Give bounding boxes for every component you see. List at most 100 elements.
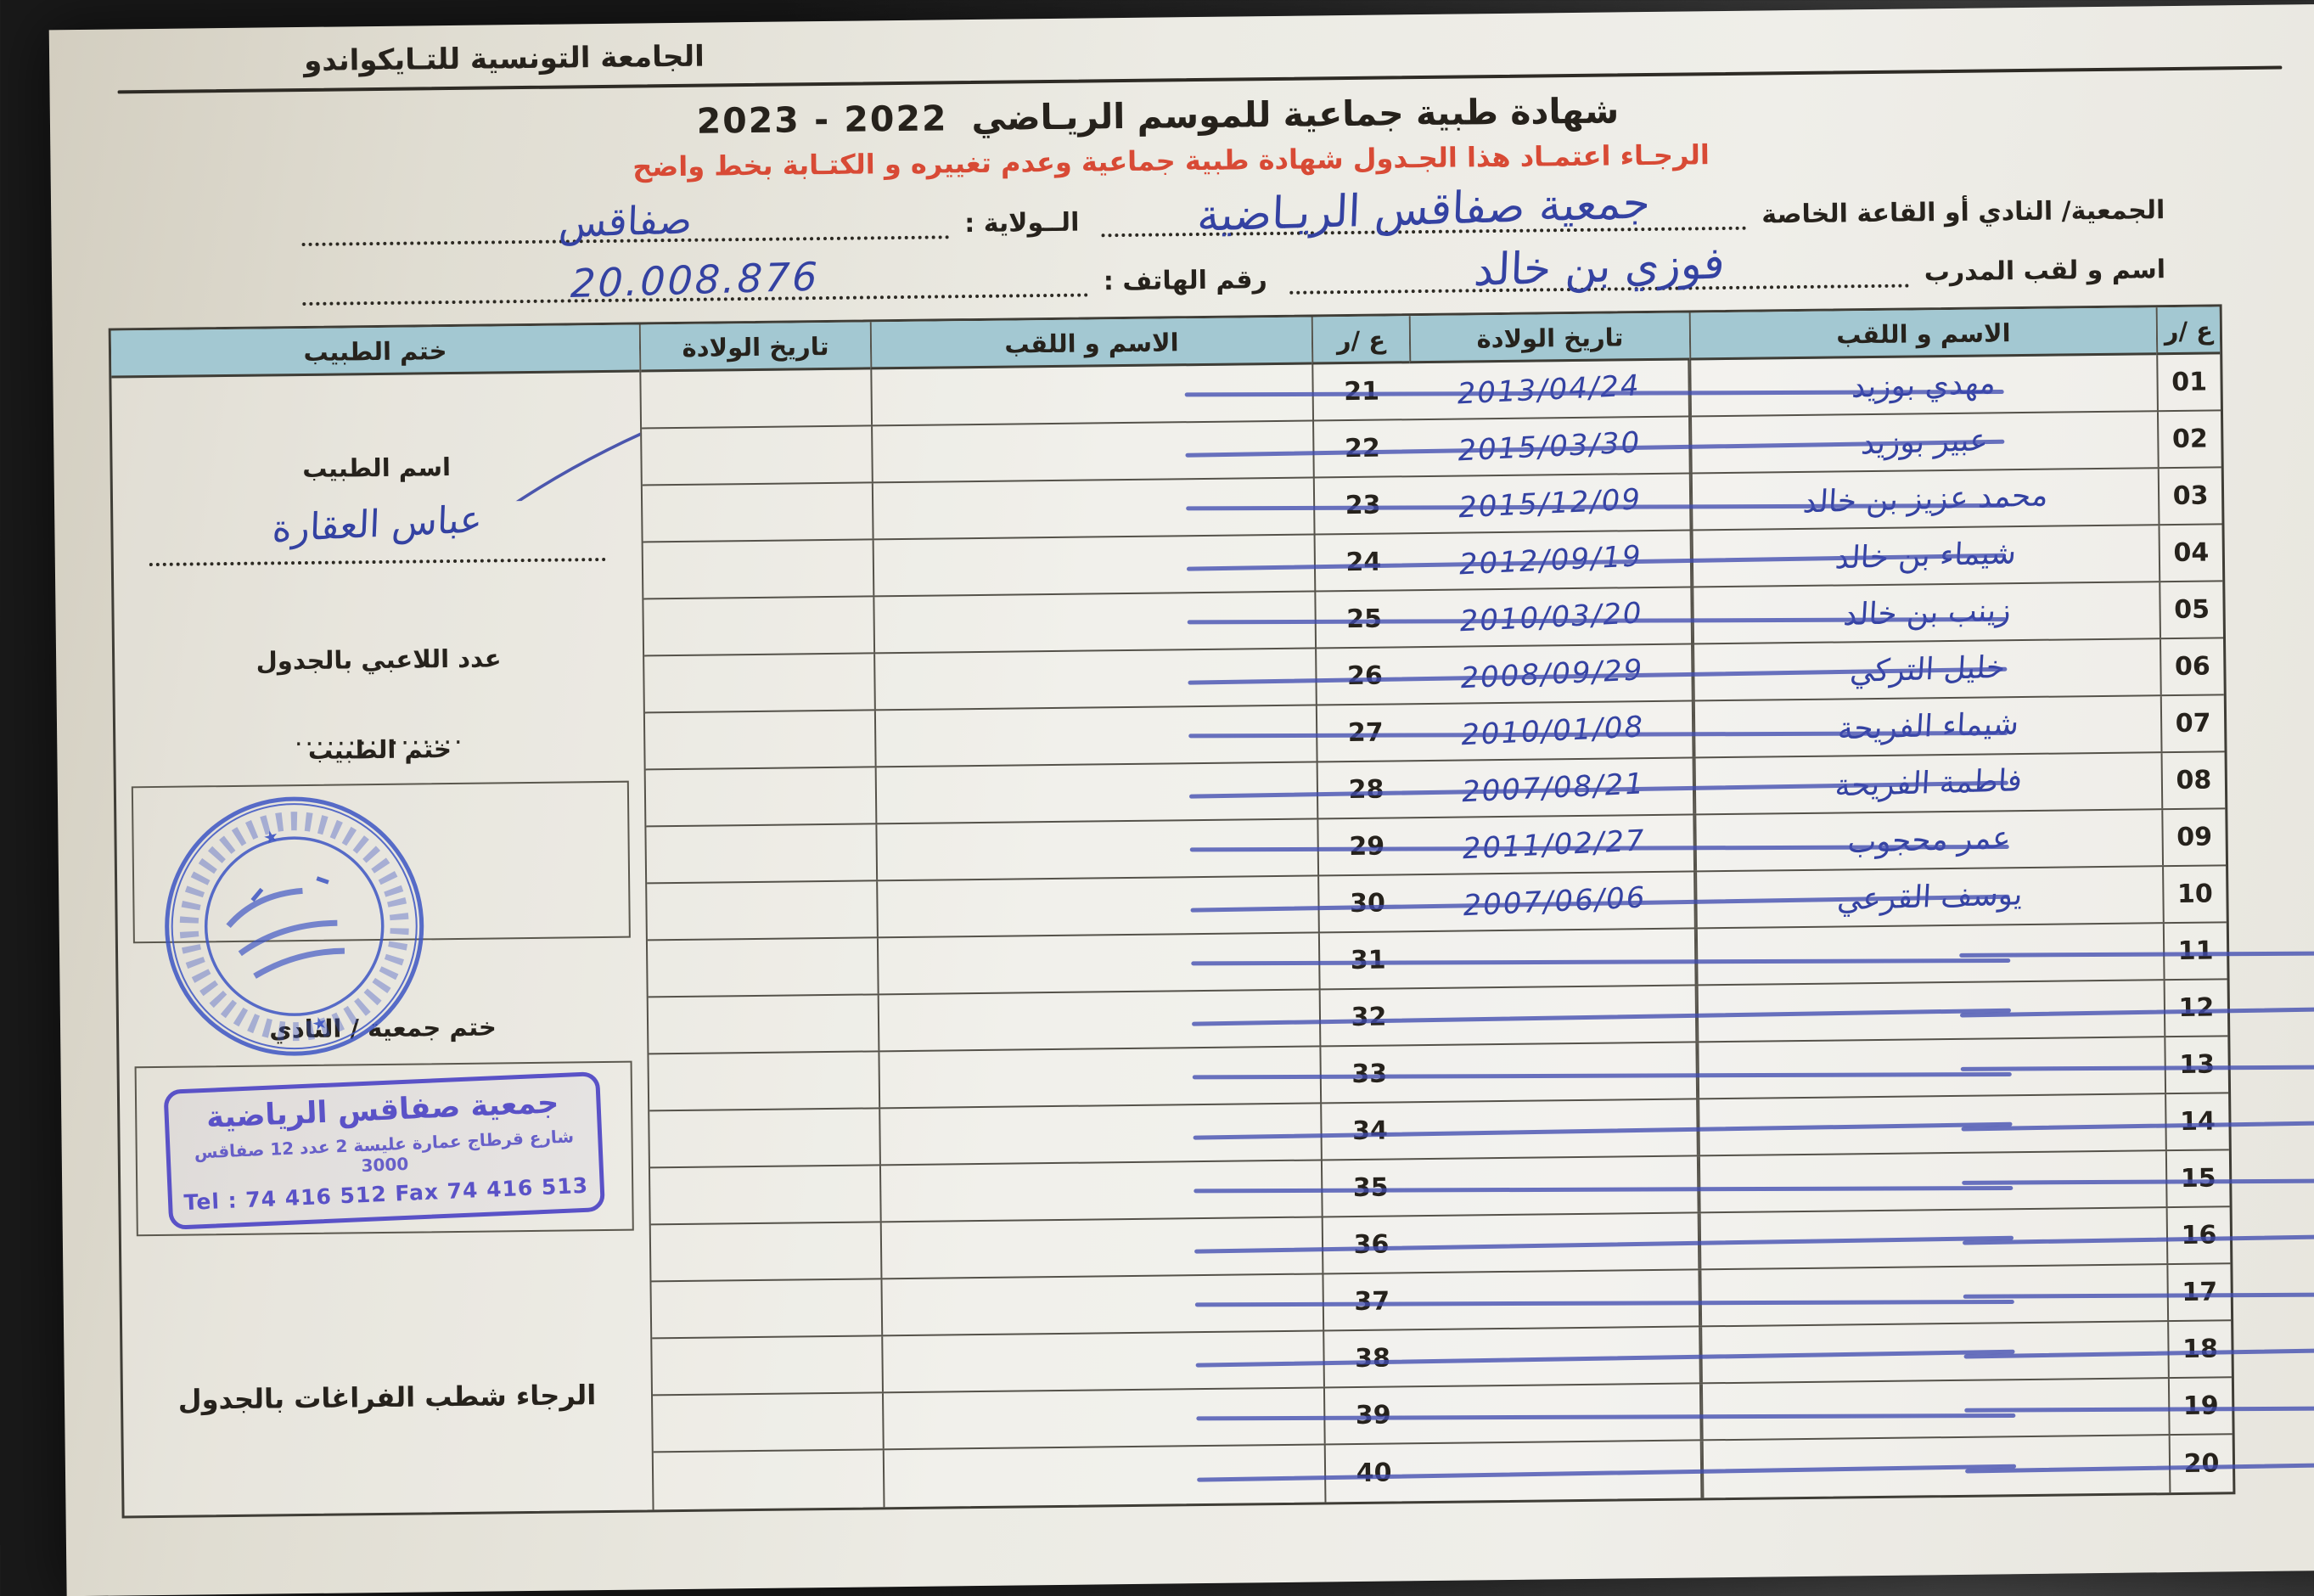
serial-cell-right: 12 [2163,980,2228,1037]
doctor-name-dotted-line [149,557,606,567]
season-years: 2023 - 2022 [696,98,948,142]
birth-date-cell-2 [648,938,878,996]
header-doctor-stamp: ختم الطبيب [110,324,640,379]
birth-date-cell: 2010/03/20 [1412,587,1693,647]
header-serial-1: ع /ر [2155,306,2221,356]
birth-date-cell-2 [643,540,873,598]
birth-date-cell-2 [653,1393,883,1451]
birth-date-cell-2 [647,881,877,939]
birth-date-cell-2 [645,711,875,768]
birth-date-cell [1418,1156,1699,1216]
serial-cell-middle: 28 [1316,761,1415,818]
club-rect-stamp: جمعية صفاقس الرياضية شارع قرطاج عمارة عل… [163,1071,606,1230]
serial-cell-right: 17 [2166,1264,2232,1321]
serial-cell-right: 02 [2156,411,2221,468]
header-dob-2: تاريخ الولادة [640,322,871,373]
player-name-cell: زينب بن خالد [1692,582,2160,643]
birth-date-cell: 2011/02/27 [1414,815,1696,874]
phone-field: 20.008.876 [301,253,1089,306]
birth-date-cell [1415,929,1697,988]
serial-cell-right: 16 [2165,1207,2231,1264]
birth-date-cell [1419,1270,1701,1329]
svg-text:★: ★ [310,1011,329,1035]
birth-date-cell [1420,1384,1702,1443]
form-fields: الجمعية/ النادي أو القاعة الخاصة جمعية ص… [301,177,2166,306]
players-medical-table: ع /ر الاسم و اللقب تاريخ الولادة ع /ر ال… [108,304,2314,1519]
serial-cell-middle: 32 [1318,989,1418,1046]
birth-date-cell-2 [641,369,871,427]
serial-cell-right: 14 [2165,1093,2229,1150]
wilaya-label: الــولاية : [964,207,1080,239]
player-name-cell: عمر محجوب [1694,810,2163,871]
club-label: الجمعية/ النادي أو القاعة الخاصة [1761,195,2165,230]
header-serial-2: ع /ر [1311,316,1410,365]
serial-cell-right: 18 [2167,1321,2232,1378]
serial-cell-right: 01 [2156,354,2221,411]
federation-name: الجامعة التونسية للتـايكواندو [303,39,705,78]
header-dob-1: تاريخ الولادة [1408,312,1690,364]
player-name-cell: محمد عزيز بن خالد [1690,469,2159,530]
coach-field: فوزي بن خالد [1289,238,1909,296]
serial-cell-middle: 24 [1313,534,1413,591]
serial-cell-right: 13 [2164,1037,2229,1093]
birth-date-cell-2 [644,654,874,711]
doctor-name-label: اسم الطبيب [302,452,452,484]
coach-label: اسم و لقب المدرب [1924,255,2166,288]
serial-cell-middle: 22 [1312,420,1411,477]
birth-date-cell-2 [654,1450,884,1509]
birth-date-cell-2 [646,767,876,825]
birth-date-cell-2 [649,1109,879,1166]
birth-date-cell-2 [649,1052,879,1110]
phone-label: رقم الهاتف : [1103,265,1268,297]
header-name-1: الاسم و اللقب [1688,307,2157,361]
coach-row: اسم و لقب المدرب فوزي بن خالد رقم الهاتف… [301,238,2166,306]
scanned-form-paper: الجامعة التونسية للتـايكواندو شهادة طبية… [48,3,2314,1596]
birth-date-cell-2 [650,1166,880,1223]
doctor-stamp-label: ختم الطبيب [307,734,452,765]
doctor-round-stamp: ★ ★ [165,796,424,1056]
serial-cell-right: 03 [2157,468,2222,525]
birth-date-cell: 2013/04/24 [1409,360,1690,419]
birth-date-cell-2 [643,483,873,541]
club-field: جمعية صفاقس الريـاضية [1101,177,1747,242]
serial-cell-right: 06 [2160,638,2224,695]
birth-date-cell-2 [652,1336,882,1394]
club-stamp-box: جمعية صفاقس الرياضية شارع قرطاج عمارة عل… [134,1060,634,1237]
doctor-stamp-column: ختم الطبيب اسم الطبيب عباس العقارة عدد ا… [110,324,654,1516]
birth-date-cell: 2015/12/09 [1410,474,1692,533]
header-name-2: الاسم و اللقب [869,317,1312,370]
stamp-panel: اسم الطبيب عباس العقارة عدد اللاعبي بالج… [111,372,652,1515]
birth-date-cell-2 [651,1279,881,1337]
serial-cell-right: 20 [2168,1435,2233,1493]
serial-cell-middle: 36 [1321,1217,1420,1273]
club-handwritten-value: جمعية صفاقس الريـاضية [1196,177,1652,242]
wilaya-handwritten-value: صفاقس [558,196,694,246]
serial-cell-middle: 26 [1315,648,1413,705]
serial-cell-right: 04 [2158,525,2223,582]
phone-handwritten-value: 20.008.876 [570,253,821,307]
doctor-name-handwritten: عباس العقارة [271,497,483,551]
serial-cell-right: 10 [2162,866,2227,923]
certificate-title: شهادة طبية جماعية للموسم الريـاضي [971,90,1620,139]
serial-cell-middle: 38 [1323,1330,1421,1387]
serial-cell-middle: 30 [1317,875,1416,932]
serial-cell-right: 09 [2161,809,2227,866]
serial-cell-middle: 40 [1323,1444,1423,1503]
birth-date-cell-2 [649,995,879,1053]
birth-date-cell-2 [646,824,876,882]
footer-note: الرجاء شطب الفراغات بالجدول [177,1379,597,1416]
wilaya-field: صفاقس [301,196,950,246]
birth-date-cell [1417,1042,1699,1102]
serial-cell-right: 05 [2159,582,2223,638]
serial-cell-right: 08 [2160,752,2226,809]
birth-date-cell-2 [642,426,872,484]
coach-handwritten-value: فوزي بن خالد [1472,238,1726,296]
birth-date-cell: 2010/01/08 [1413,701,1694,761]
birth-date-cell-2 [651,1222,881,1280]
birth-date-cell-2 [643,597,873,655]
doctor-signature-strokes [402,379,642,503]
serial-cell-right: 11 [2162,923,2227,980]
svg-text:★: ★ [261,825,280,849]
